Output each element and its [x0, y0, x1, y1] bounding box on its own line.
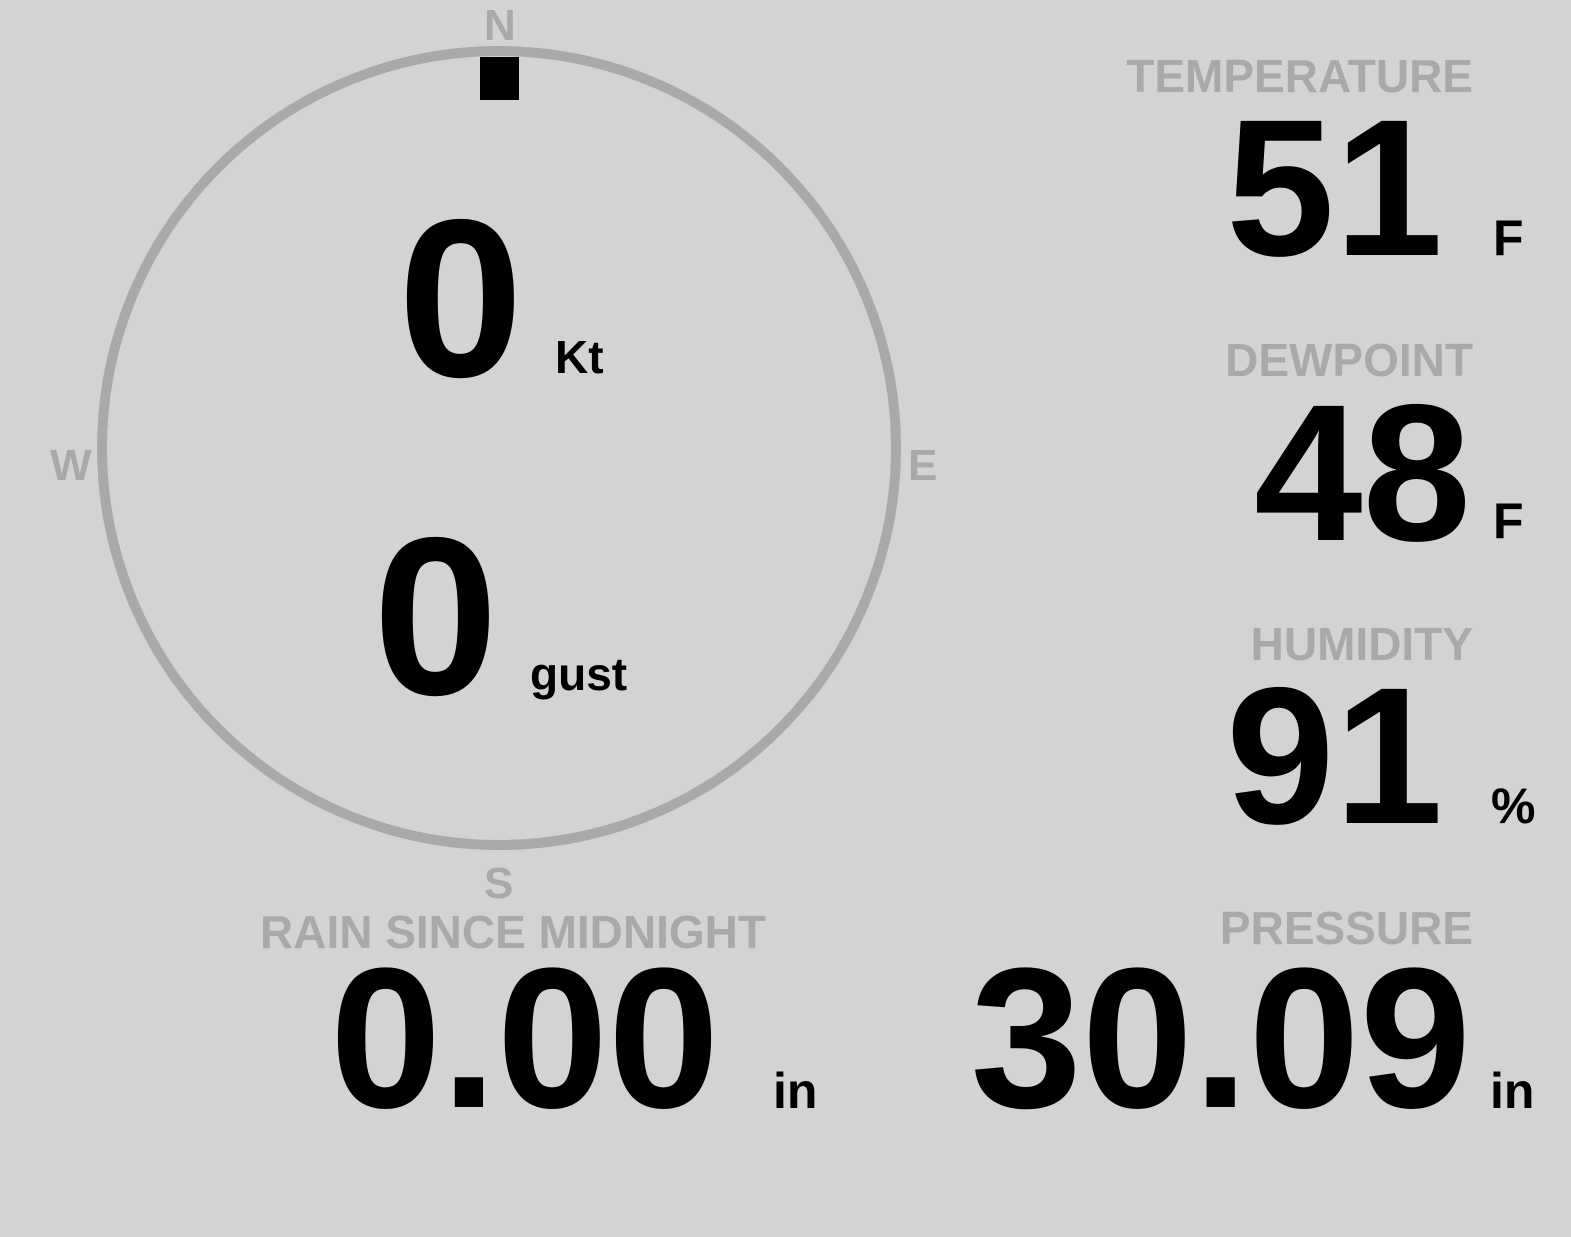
compass-north-label: N [484, 1, 516, 50]
humidity-label: HUMIDITY [1250, 618, 1473, 670]
compass-ring [97, 46, 901, 850]
rain-label: RAIN SINCE MIDNIGHT [260, 906, 766, 958]
humidity-value: 91 [1226, 647, 1443, 865]
pressure-value: 30.09 [970, 927, 1472, 1150]
wind-gust-value: 0 [373, 490, 499, 742]
temperature-unit: F [1493, 210, 1524, 266]
humidity-unit: % [1491, 778, 1536, 834]
dewpoint-unit: F [1493, 493, 1524, 549]
dewpoint-value: 48 [1254, 364, 1471, 582]
rain-value: 0.00 [330, 927, 720, 1150]
compass-west-label: W [50, 441, 92, 490]
temperature-label: TEMPERATURE [1126, 50, 1473, 102]
pressure-label: PRESSURE [1219, 902, 1473, 954]
compass-south-label: S [484, 859, 514, 908]
temperature-value: 51 [1226, 79, 1443, 297]
compass-east-label: E [908, 441, 938, 490]
dewpoint-label: DEWPOINT [1225, 334, 1473, 386]
wind-speed-unit: Kt [555, 331, 604, 383]
rain-unit: in [773, 1063, 818, 1119]
wind-speed-value: 0 [398, 172, 524, 424]
pressure-unit: in [1490, 1063, 1535, 1119]
wind-direction-needle [480, 57, 519, 100]
wind-gust-unit: gust [530, 648, 628, 700]
